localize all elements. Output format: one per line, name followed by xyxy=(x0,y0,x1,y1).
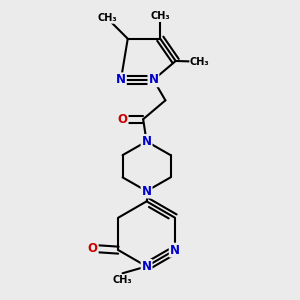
Text: O: O xyxy=(88,242,98,255)
Text: N: N xyxy=(142,135,152,148)
Text: N: N xyxy=(142,260,152,273)
Text: N: N xyxy=(142,184,152,198)
Text: N: N xyxy=(170,244,180,256)
Text: CH₃: CH₃ xyxy=(190,57,209,67)
Text: CH₃: CH₃ xyxy=(98,13,117,23)
Text: N: N xyxy=(148,73,158,86)
Text: N: N xyxy=(116,73,126,86)
Text: CH₃: CH₃ xyxy=(113,275,132,285)
Text: CH₃: CH₃ xyxy=(151,11,170,22)
Text: O: O xyxy=(118,113,128,126)
